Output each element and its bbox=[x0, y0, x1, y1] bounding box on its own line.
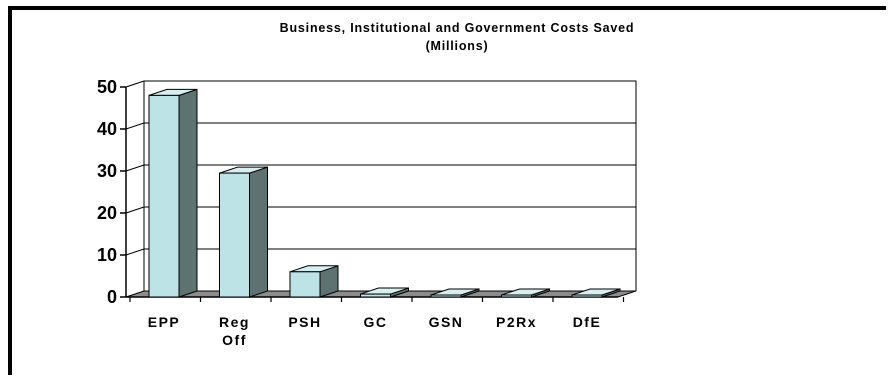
back-wall-outline bbox=[144, 80, 637, 291]
gridline-depth bbox=[125, 122, 145, 130]
y-tick-label: 10 bbox=[97, 245, 117, 265]
y-tick-label: 30 bbox=[97, 161, 117, 181]
bar bbox=[501, 288, 550, 298]
gridline-depth bbox=[125, 206, 145, 214]
y-tick-label: 0 bbox=[107, 287, 117, 307]
x-tick-label-line: DfE bbox=[573, 314, 602, 330]
bars bbox=[148, 88, 621, 298]
bar-front bbox=[360, 293, 391, 298]
x-tick-label-line: GC bbox=[364, 314, 388, 330]
tick-labels: 0 10 20 30 40 50 EPP Reg Off PSH GC GSN P2Rx DfE bbox=[97, 77, 602, 348]
gridline-depth bbox=[125, 248, 145, 256]
gridline-depth bbox=[125, 80, 145, 88]
x-tick-label: GC bbox=[364, 314, 388, 330]
bar-side bbox=[249, 166, 268, 298]
x-tick-label: PSH bbox=[288, 314, 321, 330]
x-tick-label-line: P2Rx bbox=[496, 314, 537, 330]
y-tick-label: 50 bbox=[97, 77, 117, 97]
bar-front bbox=[571, 294, 603, 298]
y-tick-label: 40 bbox=[97, 119, 117, 139]
x-tick-label: GSN bbox=[429, 314, 464, 330]
x-tick-label-line: PSH bbox=[288, 314, 321, 330]
chart-subtitle: (Millions) bbox=[426, 39, 489, 53]
bar-front bbox=[430, 294, 462, 298]
bar bbox=[430, 288, 480, 298]
bar-front bbox=[219, 172, 250, 298]
bar bbox=[571, 288, 621, 298]
x-tick-label: Reg Off bbox=[219, 314, 250, 348]
x-tick-label-line: Reg bbox=[219, 314, 250, 330]
gridline-depth bbox=[125, 164, 145, 172]
bar bbox=[219, 166, 268, 298]
bar bbox=[289, 265, 339, 298]
x-tick-label-line: GSN bbox=[429, 314, 464, 330]
bar bbox=[360, 287, 409, 298]
bar-front bbox=[501, 294, 532, 298]
chart-title: Business, Institutional and Government C… bbox=[280, 21, 635, 35]
x-tick-label: P2Rx bbox=[496, 314, 537, 330]
x-tick-label-line: EPP bbox=[148, 314, 181, 330]
bar-front bbox=[289, 271, 321, 298]
gridlines bbox=[125, 80, 637, 291]
bar-side bbox=[178, 88, 198, 298]
x-tick-label: EPP bbox=[148, 314, 181, 330]
x-tick-label-line: Off bbox=[222, 332, 247, 348]
x-tick-label: DfE bbox=[573, 314, 602, 330]
bar-front bbox=[148, 94, 180, 298]
y-tick-label: 20 bbox=[97, 203, 117, 223]
chart-frame bbox=[8, 6, 886, 375]
bar bbox=[148, 88, 198, 298]
